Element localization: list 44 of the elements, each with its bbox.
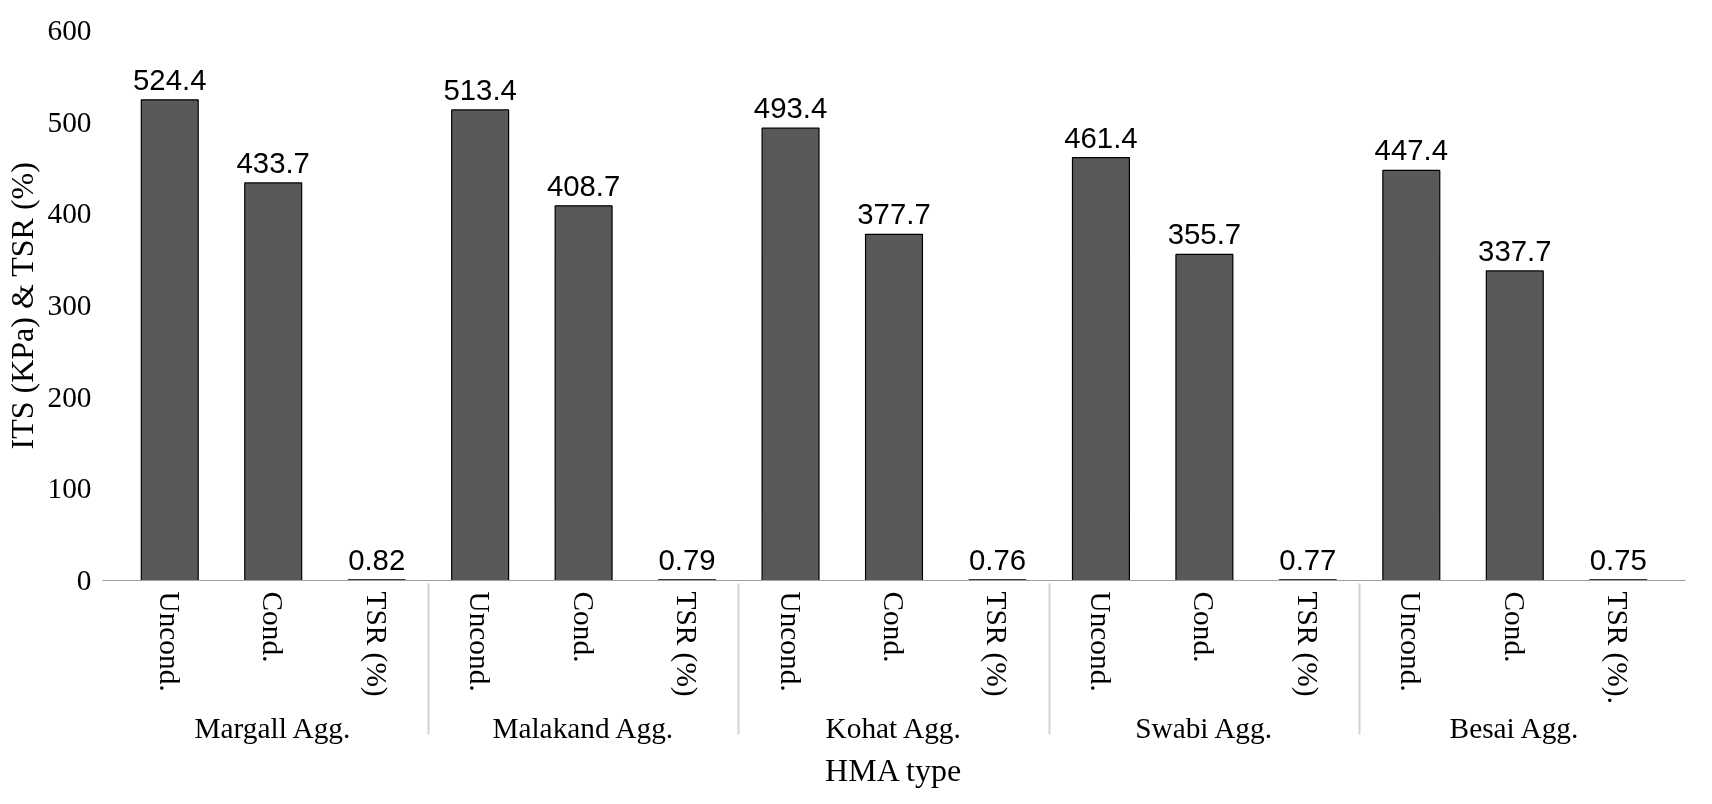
data-label: 337.7 [1478,233,1552,267]
x-tick-label: Uncond. [153,591,186,692]
data-label: 0.82 [348,542,406,576]
text: Malakand Agg. [492,711,674,744]
x-tick-label: Cond. [1498,591,1531,663]
y-tick-label: 100 [47,472,92,505]
x-tick-label: TSR (%) [359,591,393,697]
text: Besai Agg. [1449,711,1579,744]
data-label: 493.4 [753,91,828,125]
y-axis-title: ITS (KPa) & TSR (%) [3,162,40,450]
x-tick-label: TSR (%). [1601,591,1635,704]
text: Swabi Agg. [1135,711,1273,744]
data-label: 461.4 [1064,120,1138,154]
x-axis-title: HMA type [825,751,962,788]
x-tick-label: Uncond. [464,591,497,692]
x-tick-label: TSR (%) [1290,591,1324,697]
x-tick-label: Cond. [567,591,600,663]
x-tick-label: TSR (%) [980,591,1014,697]
x-tick-label: Uncond. [1395,591,1428,692]
data-label: 0.75 [1589,542,1647,576]
x-tick-label: Cond. [1188,591,1221,663]
y-tick-label: 400 [47,197,92,230]
data-label: 513.4 [443,72,517,106]
y-tick-label: 300 [47,289,92,321]
y-tick-label: 0 [76,564,92,596]
data-label: 355.7 [1167,217,1242,251]
data-label: 433.7 [236,145,310,179]
y-tick-label: 500 [47,105,92,138]
x-tick-label: Uncond. [1084,591,1117,692]
data-label: 447.4 [1374,133,1449,167]
x-tick-label: Uncond. [774,591,807,692]
text: Kohat Agg. [825,711,961,744]
text: Margall Agg. [194,711,351,744]
y-tick-label: 200 [47,380,92,413]
y-tick-label: 600 [47,14,92,46]
data-label: 408.7 [546,168,621,202]
data-label: 377.7 [857,197,931,231]
x-tick-label: Cond. [257,591,290,663]
data-label: 0.76 [968,542,1027,576]
x-tick-label: Cond. [878,591,910,663]
x-tick-label: TSR (%) [670,591,704,697]
data-label: 0.79 [658,542,716,576]
data-label: 524.4 [133,62,207,96]
data-label: 0.77 [1279,542,1337,576]
